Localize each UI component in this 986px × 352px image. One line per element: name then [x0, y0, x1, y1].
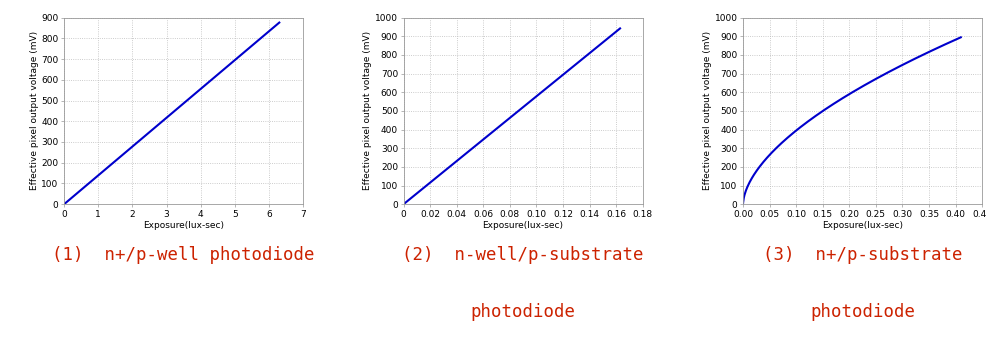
- Text: photodiode: photodiode: [810, 303, 914, 321]
- Y-axis label: Effective pixel output voltage (mV): Effective pixel output voltage (mV): [363, 31, 372, 190]
- X-axis label: Exposure(lux-sec): Exposure(lux-sec): [482, 221, 563, 231]
- Text: (2)  n-well/p-substrate: (2) n-well/p-substrate: [402, 246, 643, 264]
- Y-axis label: Effective pixel output voltage (mV): Effective pixel output voltage (mV): [30, 31, 38, 190]
- Y-axis label: Effective pixel output voltage (mV): Effective pixel output voltage (mV): [702, 31, 711, 190]
- Text: photodiode: photodiode: [470, 303, 575, 321]
- Text: (1)  n+/p-well photodiode: (1) n+/p-well photodiode: [52, 246, 315, 264]
- X-axis label: Exposure(lux-sec): Exposure(lux-sec): [143, 221, 224, 231]
- X-axis label: Exposure(lux-sec): Exposure(lux-sec): [821, 221, 902, 231]
- Text: (3)  n+/p-substrate: (3) n+/p-substrate: [762, 246, 961, 264]
